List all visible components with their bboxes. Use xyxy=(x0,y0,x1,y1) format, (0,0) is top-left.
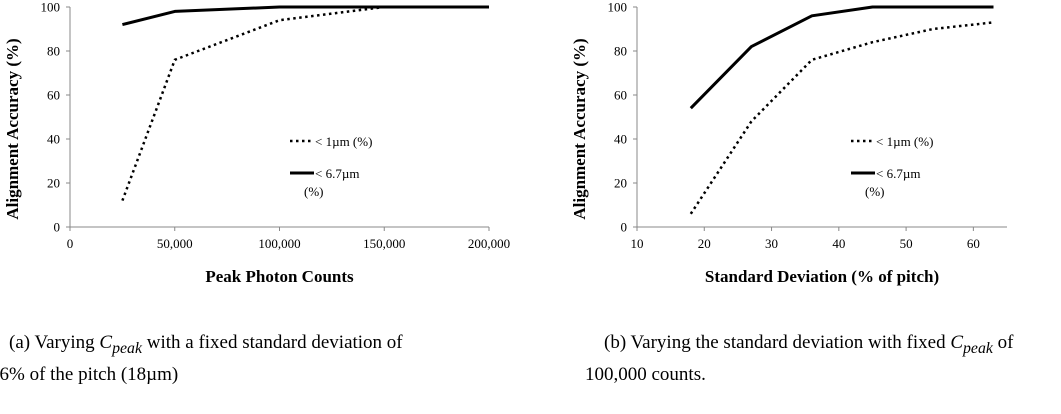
chart-b-x-tick-label: 60 xyxy=(967,236,980,251)
chart-b-legend-label: < 1µm (%) xyxy=(876,134,933,149)
caption-b-prefix: (b) Varying the standard deviation with … xyxy=(604,332,950,353)
caption-a: (a) Varying Cpeak with a fixed standard … xyxy=(0,304,510,414)
chart-a-y-tick-label: 100 xyxy=(41,0,61,15)
chart-a-y-tick-label: 0 xyxy=(54,220,61,235)
chart-a-y-tick-label: 60 xyxy=(47,88,60,103)
chart-b-series-lt-6-7um-line xyxy=(691,7,994,108)
chart-a-x-tick-label: 150,000 xyxy=(363,236,405,251)
caption-b: (b) Varying the standard deviation with … xyxy=(585,304,1055,414)
chart-b-y-tick-label: 80 xyxy=(614,44,627,59)
caption-a-prefix: (a) Varying xyxy=(9,332,99,353)
chart-b-y-tick-label: 0 xyxy=(621,220,628,235)
chart-b-x-tick-label: 20 xyxy=(698,236,711,251)
chart-a-legend-label: < 6.7µm xyxy=(315,166,359,181)
caption-a-symbol: C xyxy=(99,332,112,353)
chart-b-y-tick-label: 60 xyxy=(614,88,627,103)
chart-a-y-axis-title: Alignment Accuracy (%) xyxy=(3,38,22,219)
caption-b-symbol: C xyxy=(950,332,963,353)
chart-a-x-tick-label: 100,000 xyxy=(258,236,300,251)
chart-b-y-axis-title: Alignment Accuracy (%) xyxy=(570,38,589,219)
caption-b-subscript: peak xyxy=(963,340,993,357)
chart-b-y-tick-label: 20 xyxy=(614,176,627,191)
caption-a-subscript: peak xyxy=(112,340,142,357)
figure: 0 20 40 60 80 100 0 50,000 100,000 150,000 200,000… xyxy=(0,0,1061,362)
chart-a-legend-label: (%) xyxy=(304,184,324,199)
chart-a-y-tick-label: 80 xyxy=(47,44,60,59)
chart-a-y-tick-label: 20 xyxy=(47,176,60,191)
chart-b-series-lt-1um-line xyxy=(691,22,994,213)
chart-a-x-tick-label: 0 xyxy=(67,236,74,251)
chart-b-y-tick-label: 100 xyxy=(608,0,628,15)
chart-a-x-axis-title: Peak Photon Counts xyxy=(205,267,354,286)
chart-a-y-tick-label: 40 xyxy=(47,132,60,147)
chart-a-legend-label: < 1µm (%) xyxy=(315,134,372,149)
chart-b-x-tick-label: 50 xyxy=(900,236,913,251)
chart-a-x-tick-label: 50,000 xyxy=(157,236,193,251)
chart-a-x-tick-label: 200,000 xyxy=(468,236,510,251)
chart-b-x-tick-label: 40 xyxy=(832,236,845,251)
chart-b-y-tick-label: 40 xyxy=(614,132,627,147)
chart-b-legend-label: (%) xyxy=(865,184,885,199)
chart-b-x-tick-label: 30 xyxy=(765,236,778,251)
chart-b-x-tick-label: 10 xyxy=(631,236,644,251)
chart-b-legend-label: < 6.7µm xyxy=(876,166,920,181)
chart-b-x-axis-title: Standard Deviation (% of pitch) xyxy=(705,267,939,286)
